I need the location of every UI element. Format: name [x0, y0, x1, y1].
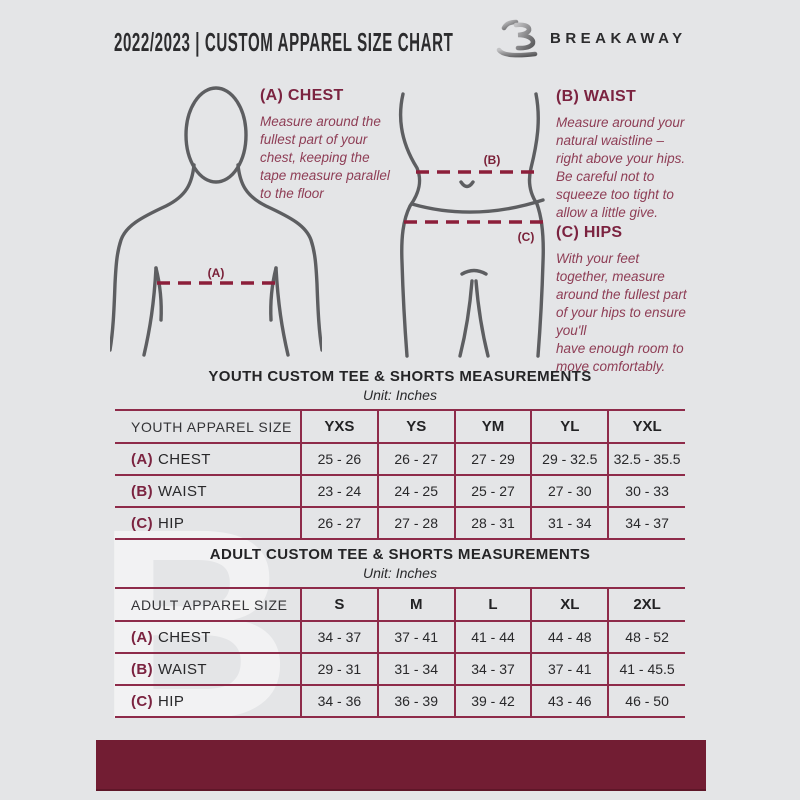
- chest-note-heading: (A) CHEST: [260, 87, 344, 104]
- waist-note: (B) WAIST Measure around your natural wa…: [556, 88, 708, 222]
- torso-diagram: (A): [110, 86, 322, 357]
- waist-note-heading: (B) WAIST: [556, 88, 637, 105]
- size-cell: 31 - 34: [530, 507, 609, 539]
- size-cell: 41 - 44: [453, 621, 532, 653]
- row-label: (C) HIP: [115, 685, 301, 717]
- hips-note: (C) HIPS With your feet together, measur…: [556, 224, 708, 376]
- size-cell: 23 - 24: [300, 475, 378, 507]
- size-cell: 34 - 37: [607, 507, 685, 539]
- adult-size-m: M: [376, 588, 455, 621]
- size-cell: 32.5 - 35.5: [607, 443, 685, 475]
- size-cell: 29 - 31: [300, 653, 378, 685]
- size-cell: 44 - 48: [530, 621, 609, 653]
- youth-size-ys: YS: [376, 410, 455, 443]
- row-label: (C) HIP: [115, 507, 301, 539]
- adult-section: ADULT CUSTOM TEE & SHORTS MEASUREMENTS U…: [0, 546, 800, 718]
- youth-waist-row: (B) WAIST 23 - 24 24 - 25 25 - 27 27 - 30…: [115, 475, 685, 507]
- footer-bar: [96, 740, 706, 791]
- size-cell: 27 - 28: [376, 507, 455, 539]
- row-key: (B): [131, 660, 154, 678]
- row-label: (A) CHEST: [115, 443, 301, 475]
- youth-chest-row: (A) CHEST 25 - 26 26 - 27 27 - 29 29 - 32…: [115, 443, 685, 475]
- youth-size-header: YOUTH APPAREL SIZE: [131, 418, 292, 435]
- row-key: (C): [131, 692, 154, 710]
- size-cell: 28 - 31: [453, 507, 532, 539]
- adult-size-s: S: [300, 588, 378, 621]
- youth-size-yxl: YXL: [607, 410, 685, 443]
- size-cell: 37 - 41: [530, 653, 609, 685]
- hip-marker-label: (C): [518, 230, 535, 244]
- row-name: WAIST: [158, 482, 207, 500]
- adult-hip-row: (C) HIP 34 - 36 36 - 39 39 - 42 43 - 46 4…: [115, 685, 685, 717]
- row-key: (A): [131, 628, 154, 646]
- row-label: (B) WAIST: [115, 653, 301, 685]
- size-cell: 34 - 37: [453, 653, 532, 685]
- adult-unit-label: Unit: Inches: [363, 565, 437, 581]
- size-cell: 26 - 27: [376, 443, 455, 475]
- youth-unit-label: Unit: Inches: [363, 387, 437, 403]
- youth-size-ym: YM: [453, 410, 532, 443]
- adult-section-title: ADULT CUSTOM TEE & SHORTS MEASUREMENTS: [209, 546, 591, 563]
- waist-marker-label: (B): [484, 153, 501, 167]
- brand-name: BREAKAWAY: [550, 29, 687, 47]
- row-name: CHEST: [158, 450, 211, 468]
- size-cell: 34 - 36: [300, 685, 378, 717]
- page-title: 2022/2023 | CUSTOM APPAREL SIZE CHART: [114, 27, 454, 57]
- adult-waist-row: (B) WAIST 29 - 31 31 - 34 34 - 37 37 - 41…: [115, 653, 685, 685]
- row-key: (A): [131, 450, 154, 468]
- adult-header-row: ADULT APPAREL SIZE S M L XL 2XL: [115, 588, 685, 621]
- hips-note-body: With your feet together, measure around …: [556, 251, 687, 374]
- size-cell: 39 - 42: [453, 685, 532, 717]
- size-cell: 43 - 46: [530, 685, 609, 717]
- youth-size-table: YOUTH APPAREL SIZE YXS YS YM YL YXL (A) C…: [115, 409, 685, 540]
- row-key: (C): [131, 514, 154, 532]
- size-cell: 25 - 27: [453, 475, 532, 507]
- size-cell: 36 - 39: [376, 685, 455, 717]
- size-cell: 41 - 45.5: [607, 653, 685, 685]
- row-name: HIP: [158, 692, 185, 710]
- adult-size-header: ADULT APPAREL SIZE: [131, 596, 288, 613]
- row-name: CHEST: [158, 628, 211, 646]
- row-label: (B) WAIST: [115, 475, 301, 507]
- size-cell: 25 - 26: [300, 443, 378, 475]
- row-key: (B): [131, 482, 154, 500]
- adult-size-l: L: [453, 588, 532, 621]
- adult-chest-row: (A) CHEST 34 - 37 37 - 41 41 - 44 44 - 48…: [115, 621, 685, 653]
- row-name: HIP: [158, 514, 185, 532]
- youth-size-yxs: YXS: [300, 410, 378, 443]
- size-cell: 31 - 34: [376, 653, 455, 685]
- youth-size-yl: YL: [530, 410, 609, 443]
- waist-note-body: Measure around your natural waistline – …: [556, 115, 686, 220]
- size-cell: 34 - 37: [300, 621, 378, 653]
- size-cell: 46 - 50: [607, 685, 685, 717]
- chest-note-body: Measure around the fullest part of your …: [260, 114, 390, 201]
- size-cell: 30 - 33: [607, 475, 685, 507]
- brand-block: BREAKAWAY: [494, 14, 687, 62]
- youth-header-row: YOUTH APPAREL SIZE YXS YS YM YL YXL: [115, 410, 685, 443]
- size-cell: 24 - 25: [376, 475, 455, 507]
- row-name: WAIST: [158, 660, 207, 678]
- adult-size-2xl: 2XL: [607, 588, 685, 621]
- size-cell: 37 - 41: [376, 621, 455, 653]
- row-label: (A) CHEST: [115, 621, 301, 653]
- size-cell: 26 - 27: [300, 507, 378, 539]
- chest-note: (A) CHEST Measure around the fullest par…: [260, 87, 406, 203]
- size-cell: 27 - 30: [530, 475, 609, 507]
- hips-note-heading: (C) HIPS: [556, 224, 623, 241]
- youth-section: YOUTH CUSTOM TEE & SHORTS MEASUREMENTS U…: [0, 368, 800, 540]
- youth-section-title: YOUTH CUSTOM TEE & SHORTS MEASUREMENTS: [208, 368, 592, 385]
- adult-size-table: ADULT APPAREL SIZE S M L XL 2XL (A) CHEST…: [115, 587, 685, 718]
- size-cell: 29 - 32.5: [530, 443, 609, 475]
- waist-hips-diagram: (B) (C): [398, 92, 545, 358]
- brand-logo-icon: [496, 19, 538, 58]
- size-cell: 27 - 29: [453, 443, 532, 475]
- size-cell: 48 - 52: [607, 621, 685, 653]
- adult-size-xl: XL: [530, 588, 609, 621]
- chest-marker-label: (A): [208, 266, 225, 280]
- youth-hip-row: (C) HIP 26 - 27 27 - 28 28 - 31 31 - 34 3…: [115, 507, 685, 539]
